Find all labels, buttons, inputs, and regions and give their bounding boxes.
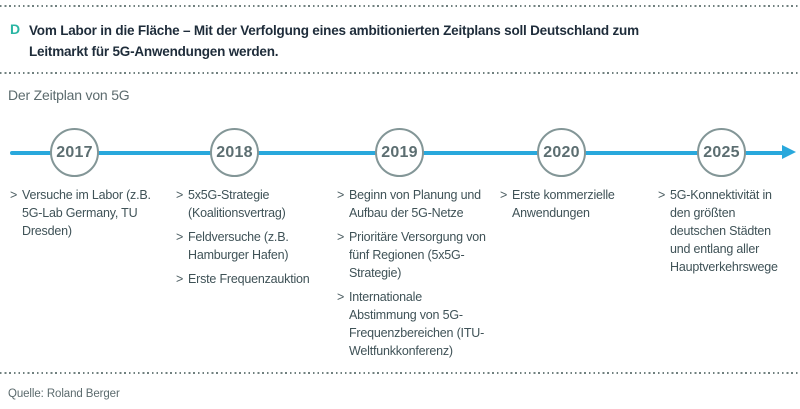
- milestone-year: 2019: [381, 143, 418, 161]
- milestone-circle-2019: 2019: [375, 128, 424, 177]
- list-item-text: Prioritäre Versorgung von fünf Regionen …: [349, 230, 486, 280]
- milestone-circle-2017: 2017: [50, 128, 99, 177]
- list-item-text: Erste Frequenzauktion: [188, 272, 310, 286]
- milestone-year: 2017: [56, 143, 93, 161]
- list-item-text: Internationale Abstimmung von 5G-Frequen…: [349, 290, 485, 358]
- list-item: > 5G-Konnektivität in den größten deutsc…: [658, 186, 794, 276]
- milestone-items-2019: > Beginn von Planung und Aufbau der 5G-N…: [337, 186, 489, 366]
- list-item: > Erste kommerzielle Anwendungen: [500, 186, 652, 222]
- list-item-text: Feldversuche (z.B. Hamburger Hafen): [188, 230, 289, 262]
- list-item: > Internationale Abstimmung von 5G-Frequ…: [337, 288, 489, 360]
- milestone-circle-2025: 2025: [697, 128, 746, 177]
- source-note: Quelle: Roland Berger: [8, 388, 120, 400]
- divider-top: [0, 5, 800, 7]
- milestone-circle-2020: 2020: [537, 128, 586, 177]
- milestone-items-2017: > Versuche im Labor (z.B. 5G-Lab Germany…: [10, 186, 160, 246]
- divider-middle: [0, 72, 800, 74]
- chart-subtitle: Der Zeitplan von 5G: [8, 87, 130, 103]
- list-item-text: Versuche im Labor (z.B. 5G-Lab Germany, …: [22, 188, 151, 238]
- title-line-2: Leitmarkt für 5G-Anwendungen werden.: [29, 44, 279, 59]
- milestone-items-2020: > Erste kommerzielle Anwendungen: [500, 186, 652, 228]
- section-label: D: [10, 21, 20, 37]
- bullet-marker: >: [337, 188, 345, 202]
- bullet-marker: >: [658, 188, 666, 202]
- list-item-text: 5x5G-Strategie (Koalitionsvertrag): [188, 188, 286, 220]
- list-item: > Feldversuche (z.B. Hamburger Hafen): [176, 228, 326, 264]
- divider-bottom: [0, 372, 800, 374]
- bullet-marker: >: [337, 290, 345, 304]
- list-item: > Prioritäre Versorgung von fünf Regione…: [337, 228, 489, 282]
- bullet-marker: >: [176, 272, 184, 286]
- list-item-text: 5G-Konnektivität in den größten deutsche…: [670, 188, 778, 274]
- bullet-marker: >: [176, 188, 184, 202]
- list-item: > Beginn von Planung und Aufbau der 5G-N…: [337, 186, 489, 222]
- list-item-text: Beginn von Planung und Aufbau der 5G-Net…: [349, 188, 481, 220]
- page-title: Vom Labor in die Fläche – Mit der Verfol…: [29, 20, 779, 62]
- milestone-year: 2020: [543, 143, 580, 161]
- milestone-items-2018: > 5x5G-Strategie (Koalitionsvertrag) > F…: [176, 186, 326, 294]
- list-item: > Erste Frequenzauktion: [176, 270, 326, 288]
- milestone-circle-2018: 2018: [210, 128, 259, 177]
- title-line-1: Vom Labor in die Fläche – Mit der Verfol…: [29, 23, 639, 38]
- milestone-items-2025: > 5G-Konnektivität in den größten deutsc…: [658, 186, 794, 282]
- list-item: > Versuche im Labor (z.B. 5G-Lab Germany…: [10, 186, 160, 240]
- list-item-text: Erste kommerzielle Anwendungen: [512, 188, 615, 220]
- list-item: > 5x5G-Strategie (Koalitionsvertrag): [176, 186, 326, 222]
- bullet-marker: >: [10, 188, 18, 202]
- timeline-arrowhead-icon: [782, 145, 796, 159]
- bullet-marker: >: [337, 230, 345, 244]
- bullet-marker: >: [500, 188, 508, 202]
- milestone-year: 2018: [216, 143, 253, 161]
- bullet-marker: >: [176, 230, 184, 244]
- milestone-year: 2025: [703, 143, 740, 161]
